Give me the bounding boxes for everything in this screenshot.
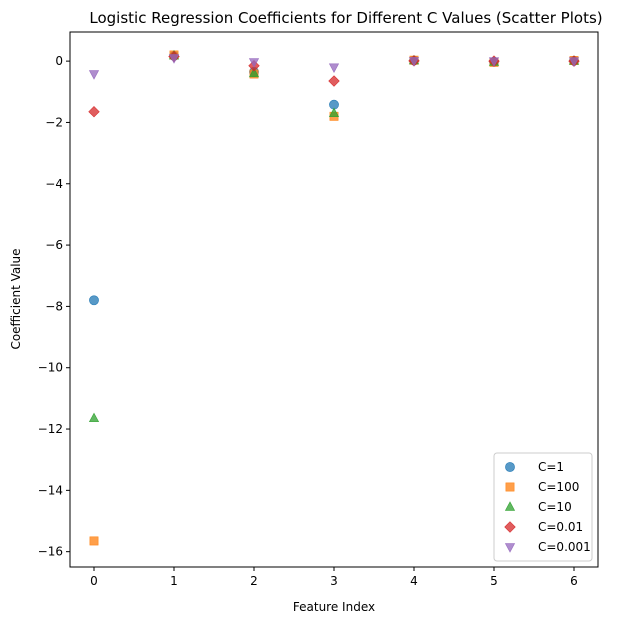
data-point — [89, 536, 99, 546]
y-tick-label: −4 — [45, 177, 63, 191]
x-tick-label: 0 — [90, 574, 98, 588]
x-tick-label: 2 — [250, 574, 258, 588]
x-tick-label: 5 — [490, 574, 498, 588]
legend-marker — [505, 482, 515, 492]
x-tick-label: 3 — [330, 574, 338, 588]
y-tick-label: 0 — [55, 54, 63, 68]
y-axis: 0 −2 −4 −6 −8 −10 −12 −14 −16 — [38, 54, 70, 559]
legend-item: C=10 — [504, 500, 572, 514]
y-tick-label: −14 — [38, 483, 63, 497]
y-tick-label: −10 — [38, 361, 63, 375]
legend-item: C=1 — [505, 460, 564, 474]
legend-label: C=0.001 — [538, 540, 591, 554]
y-tick-label: −12 — [38, 422, 63, 436]
data-point — [168, 54, 180, 64]
legend: C=1 C=100 C=10 C=0.01 C=0.001 — [493, 452, 593, 562]
data-point — [408, 57, 420, 67]
data-point — [488, 57, 500, 67]
legend-label: C=0.01 — [538, 520, 583, 534]
legend-label: C=100 — [538, 480, 579, 494]
data-point — [568, 57, 580, 67]
data-point — [328, 107, 340, 117]
legend-box — [493, 452, 593, 562]
legend-label: C=10 — [538, 500, 572, 514]
x-tick-label: 6 — [570, 574, 578, 588]
data-markers — [88, 49, 580, 546]
legend-marker — [504, 501, 516, 511]
x-axis-label: Feature Index — [293, 600, 375, 614]
x-tick-label: 1 — [170, 574, 178, 588]
chart-title: Logistic Regression Coefficients for Dif… — [89, 9, 602, 27]
y-tick-label: −2 — [45, 115, 63, 129]
data-point — [89, 295, 99, 306]
y-tick-label: −6 — [45, 238, 63, 252]
y-axis-label: Coefficient Value — [9, 248, 23, 349]
legend-label: C=1 — [538, 460, 564, 474]
data-point — [248, 67, 260, 78]
legend-item: C=0.001 — [504, 540, 591, 554]
data-point — [328, 75, 340, 87]
series-C=1 — [89, 51, 579, 306]
data-point — [88, 105, 100, 118]
legend-item: C=100 — [505, 480, 579, 494]
legend-marker — [505, 462, 515, 472]
x-tick-label: 4 — [410, 574, 418, 588]
legend-item: C=0.01 — [504, 520, 583, 534]
legend-marker — [504, 521, 516, 533]
y-tick-label: −8 — [45, 299, 63, 313]
x-axis: 0 1 2 3 4 5 6 — [90, 567, 578, 588]
data-point — [88, 412, 100, 423]
series-C=0.001 — [88, 54, 580, 80]
data-point — [248, 58, 260, 68]
data-point — [328, 63, 340, 73]
legend-marker — [504, 543, 516, 553]
y-tick-label: −16 — [38, 545, 63, 559]
data-point — [88, 70, 100, 80]
